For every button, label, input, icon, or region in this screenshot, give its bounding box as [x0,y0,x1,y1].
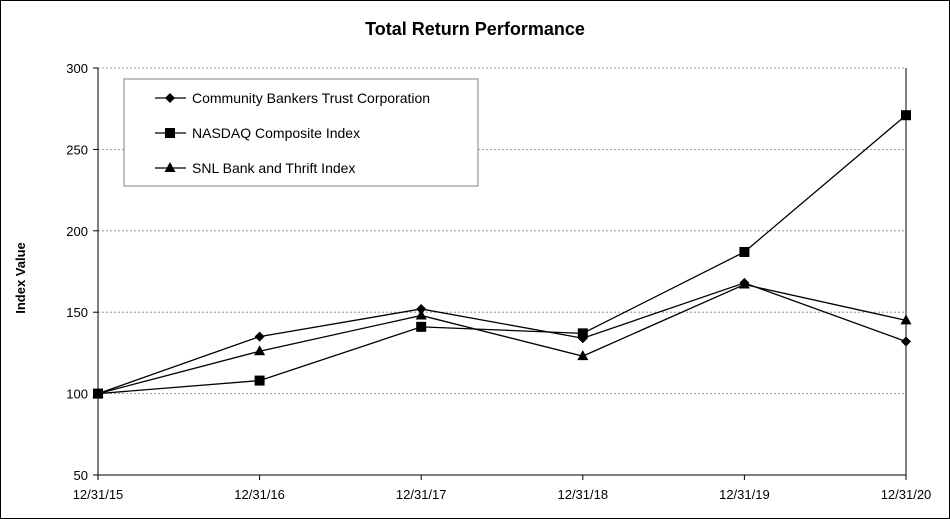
y-tick-label: 300 [66,61,88,76]
data-point-triangle [415,309,427,320]
x-tick-label: 12/31/18 [557,487,608,502]
axes: 50 100 150 200 250 300 12/31/15 12/31/16 12/31/1… [66,61,931,502]
y-tick-label: 150 [66,305,88,320]
data-point-square [901,110,911,121]
legend-label: NASDAQ Composite Index [192,125,360,141]
x-tick-label: 12/31/17 [396,487,447,502]
legend-marker-triangle [164,162,176,172]
data-point-triangle [900,314,912,325]
legend: Community Bankers Trust Corporation NASDA… [123,78,479,187]
data-point-triangle [577,350,589,361]
grid-lines [98,67,906,395]
data-point-square [416,321,427,332]
series-line [97,114,907,395]
x-tick-label: 12/31/16 [234,487,285,502]
y-tick-label: 50 [74,468,88,483]
data-point-diamond [416,303,427,314]
data-point-diamond [254,331,265,342]
y-tick-label: 250 [66,142,88,157]
y-axis-title: Index Value [13,242,28,314]
data-point-diamond [901,336,911,347]
series-layer [92,110,912,399]
x-tick-label: 12/31/15 [73,487,124,502]
data-point-triangle [254,345,266,356]
series-line [97,283,907,395]
series-line [97,282,907,395]
y-tick-label: 200 [66,224,88,239]
legend-label: Community Bankers Trust Corporation [192,90,430,106]
data-point-triangle [92,387,104,398]
data-point-square [254,375,265,386]
series-triangle [92,278,912,398]
legend-marker-diamond [165,93,175,103]
chart-title: Total Return Performance [365,19,585,39]
series-diamond [93,277,911,399]
data-point-square [577,328,588,339]
legend-marker-square [165,128,175,138]
data-point-triangle [738,278,750,289]
data-point-square [739,246,750,257]
x-tick-label: 12/31/19 [719,487,770,502]
y-tick-label: 100 [66,387,88,402]
x-tick-label: 12/31/20 [881,487,932,502]
legend-label: SNL Bank and Thrift Index [192,160,355,176]
